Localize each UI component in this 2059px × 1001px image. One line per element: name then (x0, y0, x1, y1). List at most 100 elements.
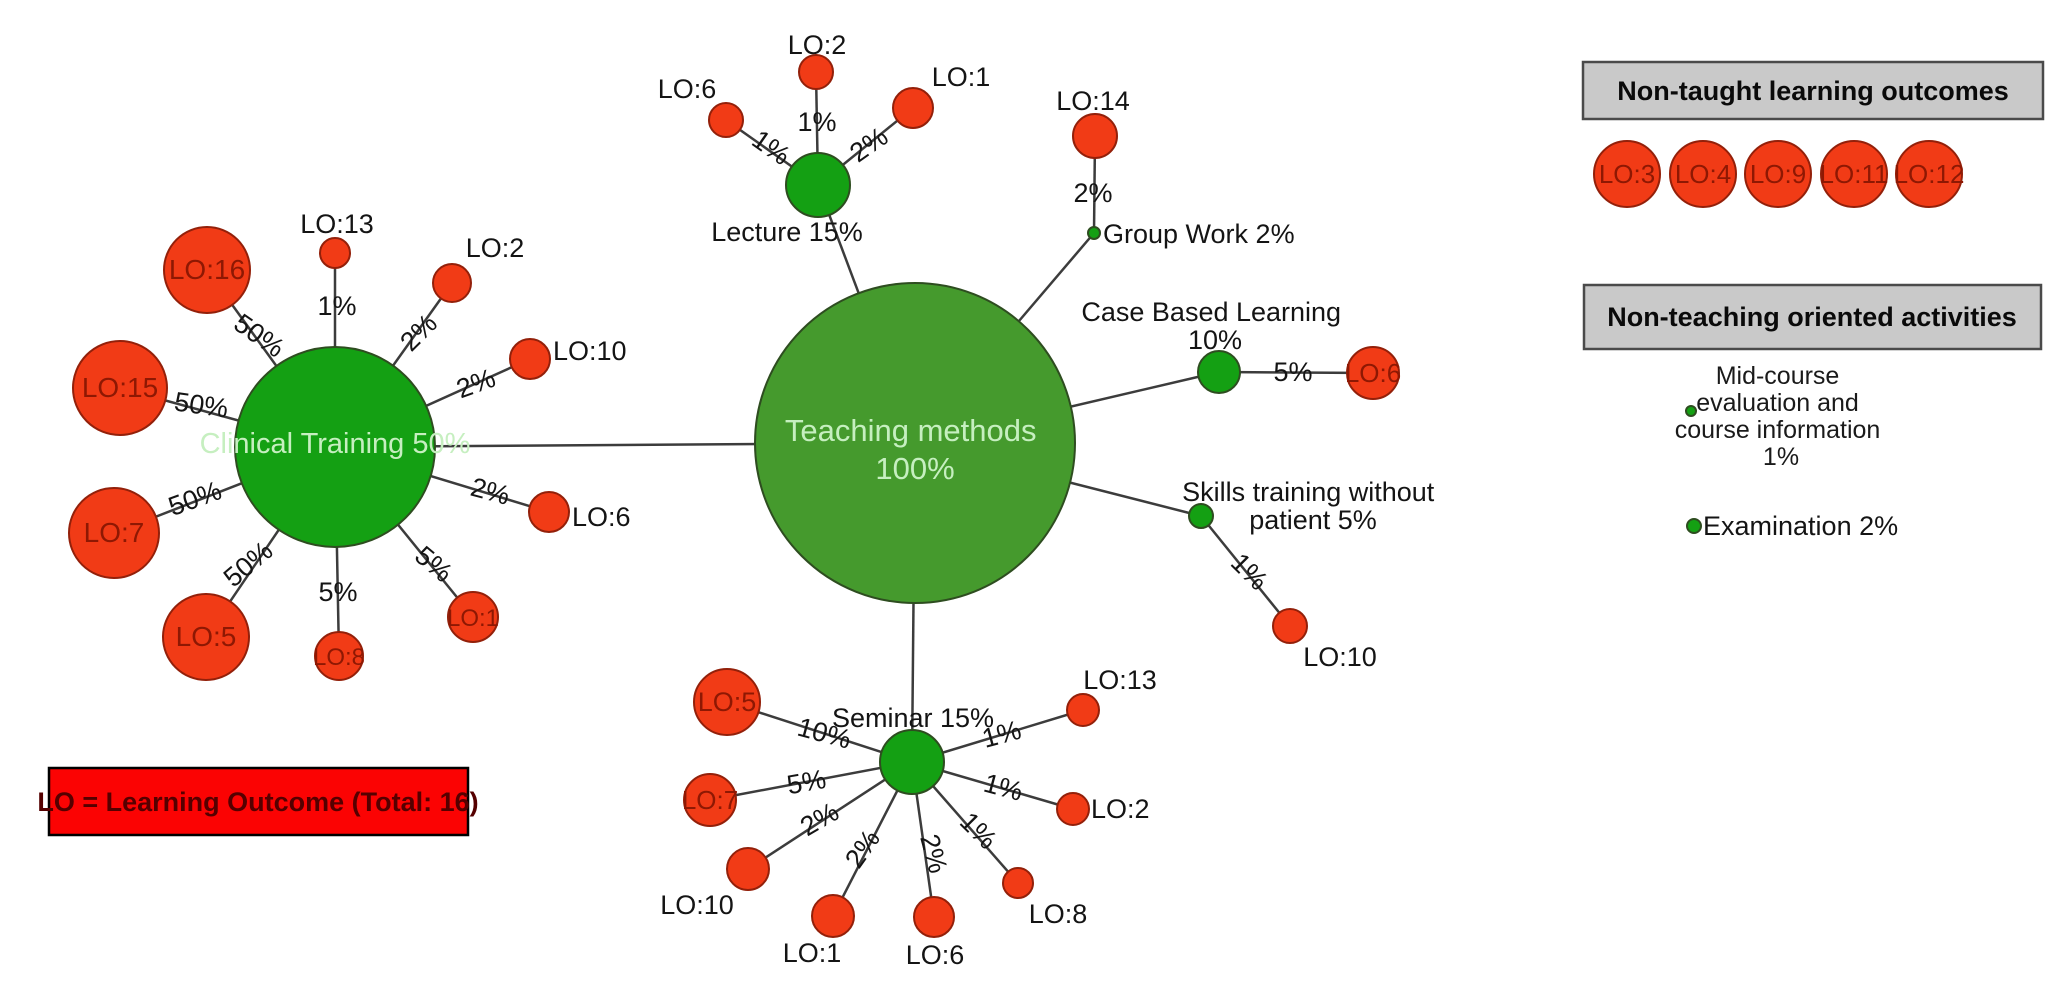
label-clinical-training: Clinical Training 50% (200, 428, 471, 460)
mid-course-line2: evaluation and (1696, 389, 1859, 417)
label-group-work: Group Work 2% (1103, 219, 1295, 249)
label-seminar-lo10: LO:10 (660, 890, 734, 920)
label-nontaught-lo4: LO:4 (1675, 159, 1731, 189)
node-seminar-lo8 (1002, 867, 1034, 899)
pct-lecture-lo2: 1% (797, 107, 836, 137)
label-seminar-lo6: LO:6 (906, 940, 965, 970)
node-nontaught-lo9 (1744, 140, 1812, 208)
edge-skills-lo10 (1200, 515, 1291, 627)
label-seminar-lo8: LO:8 (1029, 899, 1088, 929)
label-clinical-lo2: LO:2 (466, 233, 525, 263)
node-seminar-lo7 (683, 773, 737, 827)
pct-groupwork-lo14: 2% (1073, 178, 1112, 208)
node-clinical-lo1 (447, 591, 499, 643)
label-skills-line1: Skills training without (1182, 477, 1435, 507)
non-taught-header-title: Non-taught learning outcomes (1617, 76, 2009, 106)
label-seminar-lo5: LO:5 (698, 687, 757, 717)
label-mid-course-evaluation: Mid-course evaluation and course informa… (1675, 362, 1888, 471)
edge-seminar-lo7 (709, 760, 913, 802)
label-lecture-lo6: LO:6 (658, 74, 717, 104)
label-clinical-lo16: LO:16 (169, 254, 245, 285)
label-examination: Examination 2% (1703, 511, 1898, 541)
node-skills-training (1188, 503, 1214, 529)
label-lecture-lo2: LO:2 (788, 30, 847, 60)
node-nontaught-lo4 (1669, 140, 1737, 208)
label-lecture-lo1: LO:1 (932, 62, 991, 92)
pct-clinical-lo2: 2% (394, 308, 443, 357)
node-clinical-lo8 (314, 631, 364, 681)
node-clinical-lo7 (68, 487, 160, 579)
pct-clinical-lo6: 2% (468, 472, 513, 511)
label-clinical-lo13: LO:13 (300, 209, 374, 239)
pct-seminar-lo8: 1% (954, 806, 1003, 855)
node-case-based-learning (1197, 350, 1241, 394)
label-clinical-lo6: LO:6 (572, 502, 631, 532)
label-casebased-lo6: LO:6 (1345, 358, 1401, 388)
label-seminar-lo13: LO:13 (1083, 665, 1157, 695)
label-seminar-lo2: LO:2 (1091, 794, 1150, 824)
cluster-case-based-learning: Case Based Learning 10% LO:6 5% (1081, 297, 1401, 400)
mid-course-line3: course information (1675, 416, 1881, 444)
label-clinical-lo5: LO:5 (176, 621, 237, 652)
label-case-based-line2: 10% (1188, 325, 1242, 355)
label-nontaught-lo9: LO:9 (1750, 159, 1806, 189)
legend-text: LO = Learning Outcome (Total: 16) (37, 787, 478, 817)
node-teaching-methods (754, 282, 1076, 604)
pct-seminar-lo6: 2% (914, 831, 953, 876)
mid-course-line1: Mid-course (1716, 362, 1840, 390)
panel-non-taught-outcomes: Non-taught learning outcomes LO:3 LO:4 L… (1581, 60, 2045, 208)
pct-seminar-lo1: 2% (839, 824, 886, 873)
pct-seminar-lo10: 2% (795, 796, 844, 841)
node-examination (1686, 518, 1702, 534)
node-nontaught-lo3 (1593, 140, 1661, 208)
label-seminar-lo7: LO:7 (682, 785, 738, 815)
cluster-teaching-methods: Teaching methods 100% (754, 282, 1076, 604)
node-clinical-lo16 (163, 226, 251, 314)
label-clinical-lo7: LO:7 (84, 517, 145, 548)
node-lecture-lo1 (892, 87, 934, 129)
node-group-work (1087, 226, 1101, 240)
label-groupwork-lo14: LO:14 (1056, 86, 1130, 116)
node-nontaught-lo12 (1895, 140, 1963, 208)
label-case-based-line1: Case Based Learning (1081, 297, 1341, 327)
label-teaching-methods-line2: 100% (875, 451, 954, 486)
cluster-skills-training: Skills training without patient 5% LO:10… (1182, 477, 1442, 672)
label-nontaught-lo12: LO:12 (1894, 159, 1965, 189)
node-seminar-lo2 (1056, 792, 1090, 826)
node-clinical-lo13 (319, 237, 351, 269)
label-teaching-methods: Teaching methods 100% (785, 413, 1045, 486)
node-seminar-lo6 (913, 896, 955, 938)
node-nontaught-lo11 (1820, 140, 1888, 208)
pct-clinical-lo15: 50% (172, 386, 230, 423)
node-groupwork-lo14 (1072, 113, 1118, 159)
pct-clinical-lo8: 5% (318, 577, 357, 607)
mid-course-line4: 1% (1763, 443, 1799, 471)
label-seminar: Seminar 15% (832, 703, 994, 733)
label-seminar-lo1: LO:1 (783, 938, 842, 968)
label-clinical-lo1: LO:1 (447, 605, 499, 632)
legend-box (47, 766, 470, 837)
non-taught-header-box (1581, 60, 2045, 121)
label-clinical-lo10: LO:10 (553, 336, 627, 366)
pct-clinical-lo13: 1% (317, 291, 356, 321)
label-case-based-learning: Case Based Learning 10% (1081, 297, 1348, 355)
legend: LO = Learning Outcome (Total: 16) (37, 766, 479, 837)
node-lecture-lo6 (708, 102, 744, 138)
cluster-group-work: Group Work 2% LO:14 2% (1056, 86, 1294, 249)
pct-casebased-lo6: 5% (1273, 357, 1312, 387)
node-skills-lo10 (1272, 608, 1308, 644)
label-clinical-lo15: LO:15 (82, 372, 158, 403)
panel-non-teaching-activities: Non-teaching oriented activities Mid-cou… (1582, 283, 2043, 541)
node-clinical-lo10 (509, 338, 551, 380)
node-seminar-lo13 (1066, 693, 1100, 727)
label-teaching-methods-line1: Teaching methods (785, 413, 1037, 448)
label-skills-training: Skills training without patient 5% (1182, 477, 1442, 535)
non-teaching-header-title: Non-teaching oriented activities (1607, 302, 2017, 332)
node-mid-course-evaluation (1685, 405, 1697, 417)
node-lecture-lo2 (798, 54, 834, 90)
non-teaching-header-box (1582, 283, 2043, 351)
node-clinical-lo6 (528, 491, 570, 533)
label-lecture: Lecture 15% (711, 217, 863, 247)
